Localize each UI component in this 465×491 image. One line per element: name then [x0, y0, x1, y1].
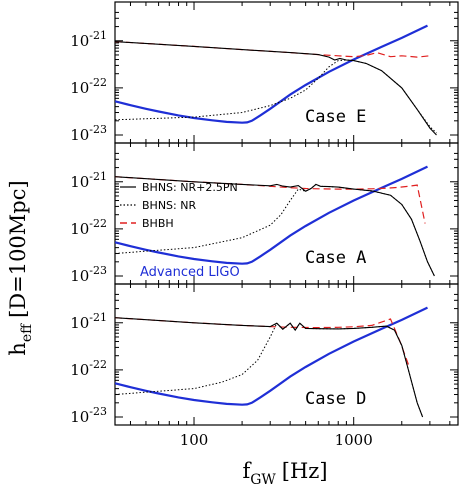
y-axis-label-unit: [D=100Mpc] [6, 180, 30, 318]
y-tick-label: 10-23 [70, 405, 107, 426]
case-label: Case A [305, 248, 366, 268]
y-tick-label: 10-21 [70, 170, 107, 191]
legend-label: BHNS: NR+2.5PN [142, 181, 238, 194]
x-axis-label-sub: GW [250, 472, 276, 488]
case-label: Case E [305, 107, 366, 127]
series-bhns-nr-2-5pn [115, 41, 437, 136]
y-tick-label: 10-22 [70, 358, 107, 379]
series-advanced-ligo [115, 165, 428, 265]
legend: BHNS: NR+2.5PN BHNS: NR BHBH [120, 181, 238, 230]
x-axis-label-unit: [Hz] [282, 459, 328, 483]
panel-1: 10-23 10-22 10-21 Case A [70, 142, 459, 285]
x-axis-label: fGW [Hz] [242, 459, 327, 488]
series-bhns-nr-2-5pn [115, 176, 435, 277]
series-advanced-ligo [115, 24, 428, 124]
x-tick-label: 1000 [335, 431, 373, 449]
panel-frame [114, 1, 459, 144]
panel-frame [114, 142, 459, 285]
y-tick-label: 10-22 [70, 76, 107, 97]
series-bhns-nr [115, 59, 437, 134]
series-bhbh [115, 317, 409, 365]
x-tick-label: 100 [180, 431, 209, 449]
panel-0: 10-23 10-22 10-21 Case E [70, 1, 459, 144]
y-axis-label: heff[D=100Mpc] [6, 180, 35, 355]
series-bhns-nr-2-5pn [115, 317, 424, 418]
panel-frame [114, 283, 459, 426]
curves [115, 165, 435, 277]
y-axis-label-sub: eff [19, 323, 35, 342]
y-tick-label: 10-21 [70, 311, 107, 332]
y-tick-label: 10-23 [70, 264, 107, 285]
series-bhns-nr [115, 322, 424, 418]
case-label: Case D [305, 389, 366, 409]
panel-2: 10-23 10-22 10-21 Case D [70, 283, 459, 426]
curves [115, 24, 437, 136]
advanced-ligo-label: Advanced LIGO [140, 265, 240, 280]
legend-label: BHBH [142, 217, 174, 230]
curves [115, 306, 428, 418]
panels: 10-23 10-22 10-21 Case E 10-23 10-22 10-21 Case… [70, 1, 459, 449]
series-advanced-ligo [115, 306, 428, 406]
legend-label: BHNS: NR [142, 199, 196, 212]
y-tick-label: 10-23 [70, 123, 107, 144]
y-tick-label: 10-22 [70, 217, 107, 238]
y-tick-label: 10-21 [70, 29, 107, 50]
